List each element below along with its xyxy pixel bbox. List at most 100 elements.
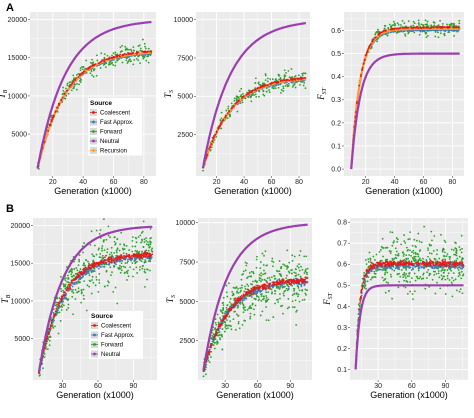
point-coalescent — [237, 100, 240, 103]
point-coalescent — [122, 257, 124, 260]
point-forward — [98, 232, 101, 235]
point-coalescent — [285, 79, 288, 82]
point-forward — [68, 81, 71, 84]
point-forward — [373, 275, 376, 278]
point-forward — [221, 335, 223, 338]
point-forward — [103, 239, 105, 241]
point-forward — [283, 290, 286, 293]
point-forward — [366, 280, 369, 283]
point-forward — [301, 74, 304, 77]
point-forward — [141, 238, 143, 241]
x-tick-label: 40 — [391, 179, 399, 186]
point-coalescent — [124, 255, 126, 258]
point-forward — [279, 293, 281, 295]
point-forward — [266, 80, 269, 83]
point-forward — [149, 269, 151, 272]
point-fast-approx — [378, 268, 381, 271]
point-fast-approx — [457, 29, 460, 32]
legend-dot — [93, 333, 96, 337]
point-coalescent — [224, 116, 227, 119]
point-forward — [118, 249, 121, 252]
point-forward — [396, 22, 399, 25]
point-forward — [135, 237, 138, 240]
point-forward — [446, 274, 449, 277]
point-coalescent — [100, 259, 102, 262]
point-forward — [87, 260, 89, 263]
point-forward — [127, 275, 130, 278]
y-tick-label: 15000 — [11, 261, 31, 268]
point-forward — [259, 277, 262, 280]
point-forward — [72, 87, 75, 90]
point-coalescent — [149, 254, 151, 257]
point-forward — [286, 267, 288, 270]
point-fast-approx — [360, 292, 363, 295]
point-coalescent — [358, 84, 361, 87]
point-forward — [282, 87, 285, 90]
point-coalescent — [412, 27, 414, 29]
point-forward — [306, 289, 308, 292]
point-forward — [45, 342, 48, 345]
point-forward — [88, 285, 91, 288]
line-neutral — [350, 52, 460, 170]
point-forward — [85, 309, 88, 312]
point-forward — [253, 94, 256, 97]
point-forward — [413, 31, 416, 34]
point-fast-approx — [250, 296, 253, 298]
point-coalescent — [261, 284, 264, 287]
y-tick-label: 5000 — [179, 299, 195, 306]
point-coalescent — [82, 267, 85, 270]
point-coalescent — [113, 56, 116, 59]
point-forward — [420, 241, 423, 244]
point-forward — [254, 87, 257, 90]
point-fast-approx — [259, 291, 262, 293]
x-tick-label: 40 — [240, 179, 248, 186]
point-forward — [275, 78, 277, 80]
plot-background — [350, 218, 468, 380]
point-forward — [448, 23, 451, 26]
point-coalescent — [305, 277, 308, 280]
point-coalescent — [52, 114, 55, 117]
point-forward — [290, 272, 293, 275]
point-forward — [215, 323, 218, 326]
point-forward — [46, 348, 49, 351]
point-forward — [129, 58, 131, 61]
point-forward — [265, 87, 268, 90]
point-forward — [208, 353, 211, 356]
point-coalescent — [245, 293, 247, 296]
point-forward — [285, 277, 288, 279]
point-coalescent — [208, 348, 211, 351]
point-forward — [375, 253, 378, 256]
point-forward — [271, 78, 274, 81]
point-forward — [119, 264, 121, 267]
data-layer — [201, 22, 307, 172]
point-forward — [419, 276, 422, 278]
legend-label: Coalescent — [100, 111, 130, 117]
point-forward — [412, 298, 414, 301]
point-forward — [410, 254, 413, 257]
point-forward — [72, 313, 74, 316]
point-forward — [64, 287, 67, 290]
point-coalescent — [382, 30, 385, 32]
point-coalescent — [267, 286, 270, 289]
point-forward — [88, 274, 91, 277]
point-coalescent — [380, 31, 383, 34]
point-coalescent — [105, 262, 108, 264]
y-axis-label: TB — [0, 89, 9, 98]
point-coalescent — [65, 289, 68, 291]
point-forward — [418, 33, 421, 36]
point-forward — [282, 263, 285, 266]
point-coalescent — [206, 356, 209, 359]
point-forward — [450, 269, 453, 272]
point-forward — [66, 281, 69, 283]
point-forward — [73, 85, 76, 88]
y-tick-label: 7500 — [179, 259, 195, 266]
point-forward — [95, 229, 98, 232]
point-coalescent — [432, 26, 434, 29]
point-forward — [425, 36, 428, 39]
point-forward — [78, 254, 81, 256]
point-forward — [90, 70, 93, 72]
point-coalescent — [55, 307, 58, 310]
point-forward — [138, 44, 141, 47]
point-forward — [305, 255, 308, 258]
